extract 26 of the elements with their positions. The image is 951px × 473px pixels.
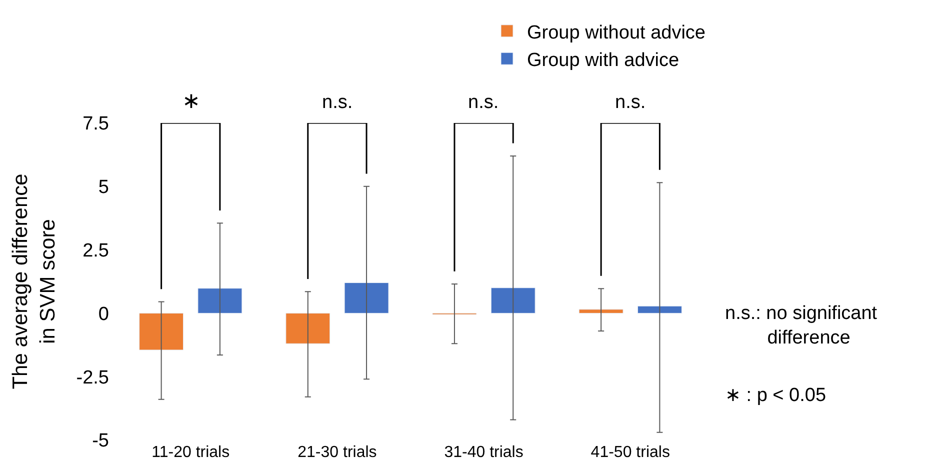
y-tick-label: 5 bbox=[98, 177, 109, 198]
text: n.s.: no significant difference bbox=[725, 303, 878, 349]
text: n.s. bbox=[468, 92, 499, 113]
x-tick-label: 21-30 trials bbox=[298, 444, 377, 461]
bar bbox=[344, 282, 389, 314]
y-tick-label: 2.5 bbox=[82, 240, 109, 262]
x-tick-label: 41-50 trials bbox=[590, 444, 670, 461]
bar bbox=[198, 288, 242, 314]
bar bbox=[139, 312, 184, 350]
x-tick-label: 11-20 trials bbox=[152, 444, 230, 461]
y-tick-label: 0 bbox=[98, 304, 109, 325]
text: ∗ bbox=[182, 88, 200, 113]
bar bbox=[286, 312, 330, 344]
bar bbox=[578, 309, 624, 314]
y-axis-title: The average difference in SVM score bbox=[9, 174, 60, 390]
y-tick-label: -5 bbox=[92, 430, 109, 452]
y-tick-label: 7.5 bbox=[82, 114, 109, 135]
bar bbox=[490, 288, 536, 314]
text: n.s. bbox=[615, 92, 646, 113]
text: ∗ : p < 0.05 bbox=[725, 385, 826, 406]
legend-label: Group without advice bbox=[527, 22, 706, 44]
legend-label: Group with advice bbox=[527, 50, 680, 72]
bar bbox=[637, 306, 682, 314]
y-tick-label: -2.5 bbox=[76, 367, 109, 388]
x-tick-label: 31-40 trials bbox=[444, 444, 524, 461]
text: n.s. bbox=[322, 92, 353, 113]
